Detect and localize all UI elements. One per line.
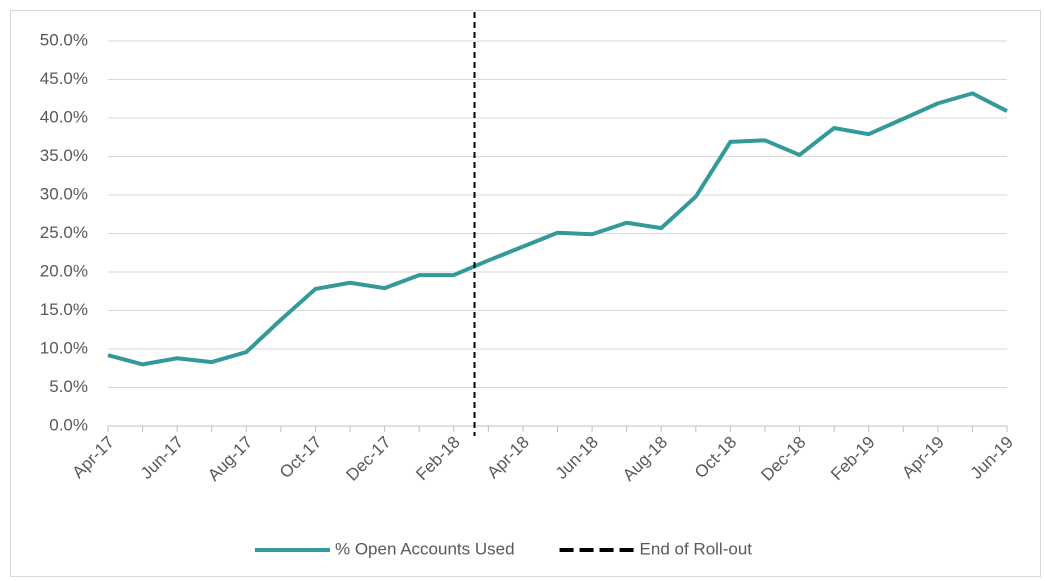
y-tick-label: 5.0% — [49, 377, 88, 396]
y-tick-label: 50.0% — [40, 30, 88, 49]
y-tick-label: 25.0% — [40, 223, 88, 242]
y-tick-label: 10.0% — [40, 338, 88, 357]
y-tick-label: 30.0% — [40, 184, 88, 203]
y-tick-label: 35.0% — [40, 146, 88, 165]
y-tick-label: 45.0% — [40, 69, 88, 88]
y-tick-label: 15.0% — [40, 300, 88, 319]
legend-label: % Open Accounts Used — [335, 539, 515, 558]
y-tick-label: 40.0% — [40, 107, 88, 126]
data-line — [107, 91, 1008, 367]
y-tick-label: 0.0% — [49, 415, 88, 434]
chart-frame — [10, 10, 1041, 577]
y-tick-label: 20.0% — [40, 261, 88, 280]
legend-label: End of Roll-out — [640, 539, 753, 558]
